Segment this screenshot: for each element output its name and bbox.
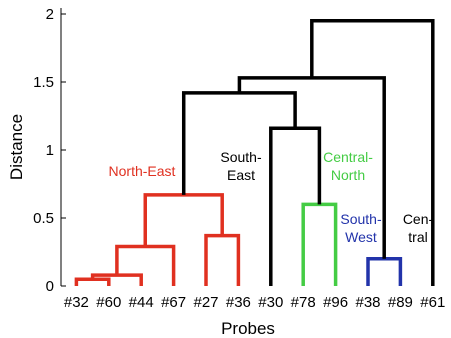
x-tick-label: #44: [129, 294, 154, 311]
x-tick-label: #78: [291, 294, 316, 311]
cluster-label-line: tral: [408, 229, 427, 245]
cluster-label-line: East: [227, 167, 255, 183]
dendrogram-link-7: [366, 257, 403, 286]
x-axis-title: Probes: [221, 319, 275, 338]
y-tick-label: 0.5: [33, 210, 54, 227]
dendrogram-link-6: [301, 202, 338, 286]
x-tick-label: #67: [161, 294, 186, 311]
dendrogram-link-3: [115, 244, 176, 286]
x-tick-label: #38: [355, 294, 380, 311]
cluster-label: North-East: [109, 163, 176, 179]
cluster-annotations: North-East South- East Central- North South- W…: [109, 149, 434, 245]
x-tick-label: #36: [226, 294, 251, 311]
cluster-label: Central- North: [323, 149, 373, 183]
dendrogram-link-11: [310, 19, 435, 286]
cluster-label-line: North: [331, 167, 365, 183]
cluster-label: South- East: [220, 149, 262, 183]
dendrogram-links: [74, 19, 435, 286]
y-ticks: 0 0.5 1 1.5 2: [33, 6, 66, 295]
cluster-label-line: North-East: [109, 163, 176, 179]
dendrogram-link-5: [143, 193, 224, 247]
dendrogram-link-8: [269, 126, 322, 286]
x-tick-label: #32: [64, 294, 89, 311]
y-axis-title: Distance: [7, 114, 26, 180]
dendrogram-link-4: [204, 233, 241, 286]
cluster-label-line: Cen-: [403, 211, 434, 227]
x-tick-label: #61: [420, 294, 445, 311]
cluster-label-line: Central-: [323, 149, 373, 165]
cluster-label-line: West: [345, 229, 377, 245]
x-tick-label: #30: [258, 294, 283, 311]
y-tick-label: 1.5: [33, 74, 54, 91]
cluster-label-line: South-: [220, 149, 262, 165]
y-tick-label: 1: [46, 142, 54, 159]
x-tick-labels: #32 #60 #44 #67 #27 #36 #30 #78 #96 #38 #89 #61: [64, 294, 445, 311]
cluster-label: Cen-tral: [403, 211, 434, 245]
y-tick-label: 0: [46, 278, 54, 295]
x-tick-label: #89: [388, 294, 413, 311]
x-tick-label: #27: [193, 294, 218, 311]
x-tick-label: #60: [96, 294, 121, 311]
cluster-label-line: South-: [340, 211, 382, 227]
y-tick-label: 2: [46, 6, 54, 23]
cluster-label: South- West: [340, 211, 382, 245]
x-tick-label: #96: [323, 294, 348, 311]
dendrogram-link-1: [74, 277, 111, 286]
